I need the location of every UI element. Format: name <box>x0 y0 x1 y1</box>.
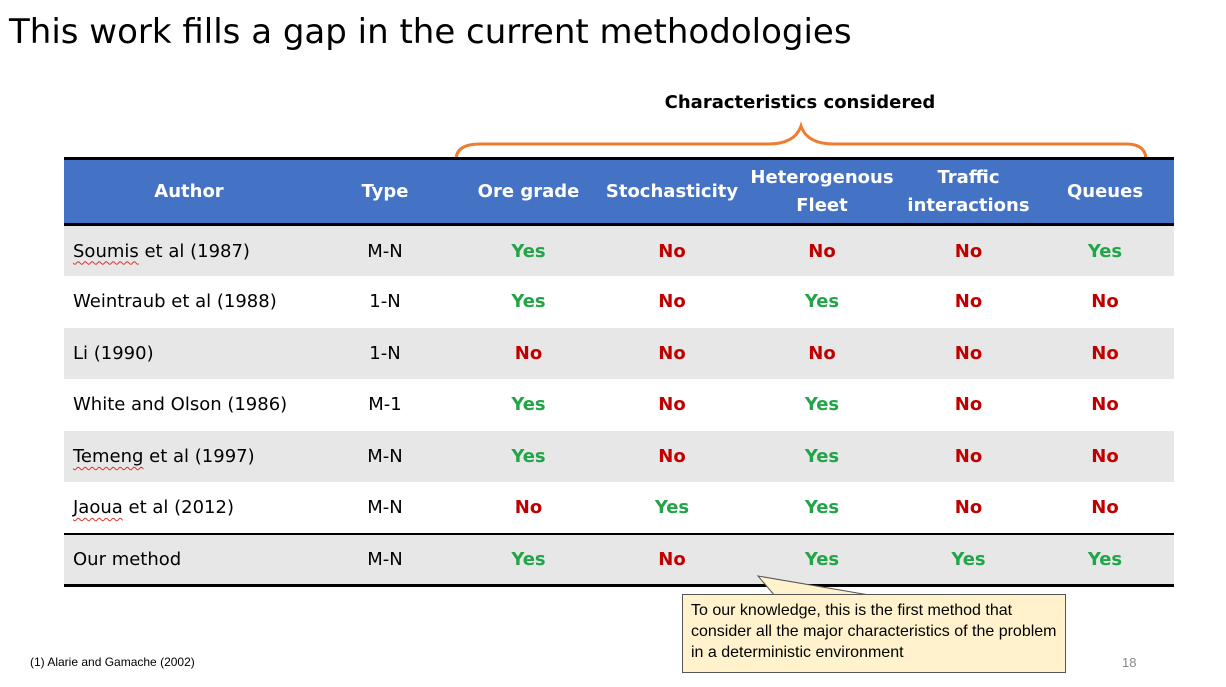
callout-pointer <box>756 575 876 596</box>
author-cell: Our method <box>73 548 182 570</box>
type-cell: M-N <box>367 240 403 262</box>
column-header-text: Queues <box>1066 180 1144 202</box>
column-header: Queues <box>1036 159 1174 225</box>
callout-note: To our knowledge, this is the first meth… <box>682 594 1066 673</box>
characteristic-cell: No <box>808 342 836 364</box>
author-cell: Weintraub et al (1988) <box>73 291 277 313</box>
author-cell: Temeng et al (1997) <box>64 431 314 483</box>
characteristic-cell: No <box>954 394 983 416</box>
footnote: (1) Alarie and Gamache (2002) <box>30 655 195 669</box>
column-header-text: Traffic <box>937 166 1000 188</box>
characteristic-cell: Yes <box>511 394 546 416</box>
characteristic-cell: No <box>658 342 686 364</box>
comparison-table: Author Type Ore grade Stochasticity Heteroge… <box>64 157 1174 587</box>
characteristic-cell: No <box>658 445 686 467</box>
author-rest: et al (1997) <box>143 445 255 467</box>
column-header-text: Type <box>361 180 409 202</box>
column-header: Author <box>64 159 314 225</box>
characteristic-cell: No <box>808 240 836 262</box>
column-header-text: Fleet <box>796 194 848 216</box>
table-row: White and Olson (1986) M-1 Yes No Yes No No <box>64 379 1174 431</box>
characteristic-cell: No <box>514 342 543 364</box>
type-cell: M-N <box>367 445 403 467</box>
characteristic-cell: No <box>658 548 686 570</box>
characteristic-cell: No <box>514 496 543 518</box>
characteristic-cell: No <box>954 342 983 364</box>
column-header-text: Ore grade <box>477 180 580 202</box>
author-cell: White and Olson (1986) <box>73 394 288 416</box>
table-row: Li (1990) 1-N No No No No No <box>64 327 1174 379</box>
table-row: Jaoua et al (2012) M-N No Yes Yes No No <box>64 482 1174 534</box>
type-cell: 1-N <box>369 342 401 364</box>
spellcheck-word: Jaoua <box>73 496 123 518</box>
column-header: Ore grade <box>456 159 601 225</box>
characteristic-cell: No <box>658 291 686 313</box>
column-header: Stochasticity <box>601 159 743 225</box>
table-row: Weintraub et al (1988) 1-N Yes No Yes No No <box>64 276 1174 328</box>
column-header: Type <box>314 159 456 225</box>
table-row: Our method M-N Yes No Yes Yes Yes <box>64 533 1174 585</box>
author-cell: Li (1990) <box>73 342 154 364</box>
spellcheck-word: Soumis <box>73 240 139 262</box>
characteristic-cell: Yes <box>511 445 546 467</box>
characteristics-label: Characteristics considered <box>664 92 936 113</box>
column-header: Traffic interactions <box>901 159 1036 225</box>
characteristic-cell: Yes <box>511 548 546 570</box>
type-cell: M-N <box>367 548 403 570</box>
characteristic-cell: No <box>658 394 686 416</box>
characteristic-cell: No <box>1091 342 1119 364</box>
column-header: Heterogenous Fleet <box>743 159 901 225</box>
characteristic-cell: No <box>954 496 983 518</box>
characteristic-cell: No <box>954 445 983 467</box>
page-number: 18 <box>1122 655 1137 670</box>
type-cell: 1-N <box>369 291 401 313</box>
characteristic-cell: Yes <box>804 291 840 313</box>
table-header-row: Author Type Ore grade Stochasticity Heteroge… <box>64 158 1174 225</box>
spellcheck-word: Temeng <box>73 445 144 467</box>
slide-title: This work fills a gap in the current met… <box>9 12 852 52</box>
characteristic-cell: No <box>954 240 983 262</box>
table-row: Temeng et al (1997) M-N Yes No Yes No No <box>64 430 1174 483</box>
characteristic-cell: Yes <box>804 548 840 570</box>
characteristic-cell: No <box>1091 496 1119 518</box>
characteristic-cell: No <box>1091 394 1119 416</box>
characteristic-cell: Yes <box>511 291 546 313</box>
column-header-text: Author <box>154 180 224 202</box>
characteristic-cell: Yes <box>1087 240 1123 262</box>
characteristic-cell: Yes <box>804 394 840 416</box>
type-cell: M-1 <box>368 394 402 416</box>
characteristic-cell: Yes <box>804 445 840 467</box>
author-rest: et al (1987) <box>138 240 250 262</box>
characteristic-cell: No <box>954 291 983 313</box>
characteristic-cell: No <box>1091 445 1119 467</box>
type-cell: M-N <box>367 496 403 518</box>
characteristic-cell: No <box>1091 291 1119 313</box>
curly-brace <box>454 121 1148 161</box>
characteristic-cell: No <box>658 240 686 262</box>
characteristic-cell: Yes <box>511 240 546 262</box>
characteristic-cell: Yes <box>1087 548 1123 570</box>
author-cell: Jaoua et al (2012) <box>64 482 314 534</box>
table-row: Soumis et al (1987) M-N Yes No No No Yes <box>64 224 1174 277</box>
characteristic-cell: Yes <box>804 496 840 518</box>
characteristic-cell: Yes <box>951 548 986 570</box>
column-header-text: Heterogenous <box>750 166 894 188</box>
column-header-text: interactions <box>907 194 1030 216</box>
author-cell: Soumis et al (1987) <box>64 225 314 277</box>
column-header-text: Stochasticity <box>605 180 739 202</box>
author-rest: et al (2012) <box>122 496 234 518</box>
characteristic-cell: Yes <box>654 496 690 518</box>
